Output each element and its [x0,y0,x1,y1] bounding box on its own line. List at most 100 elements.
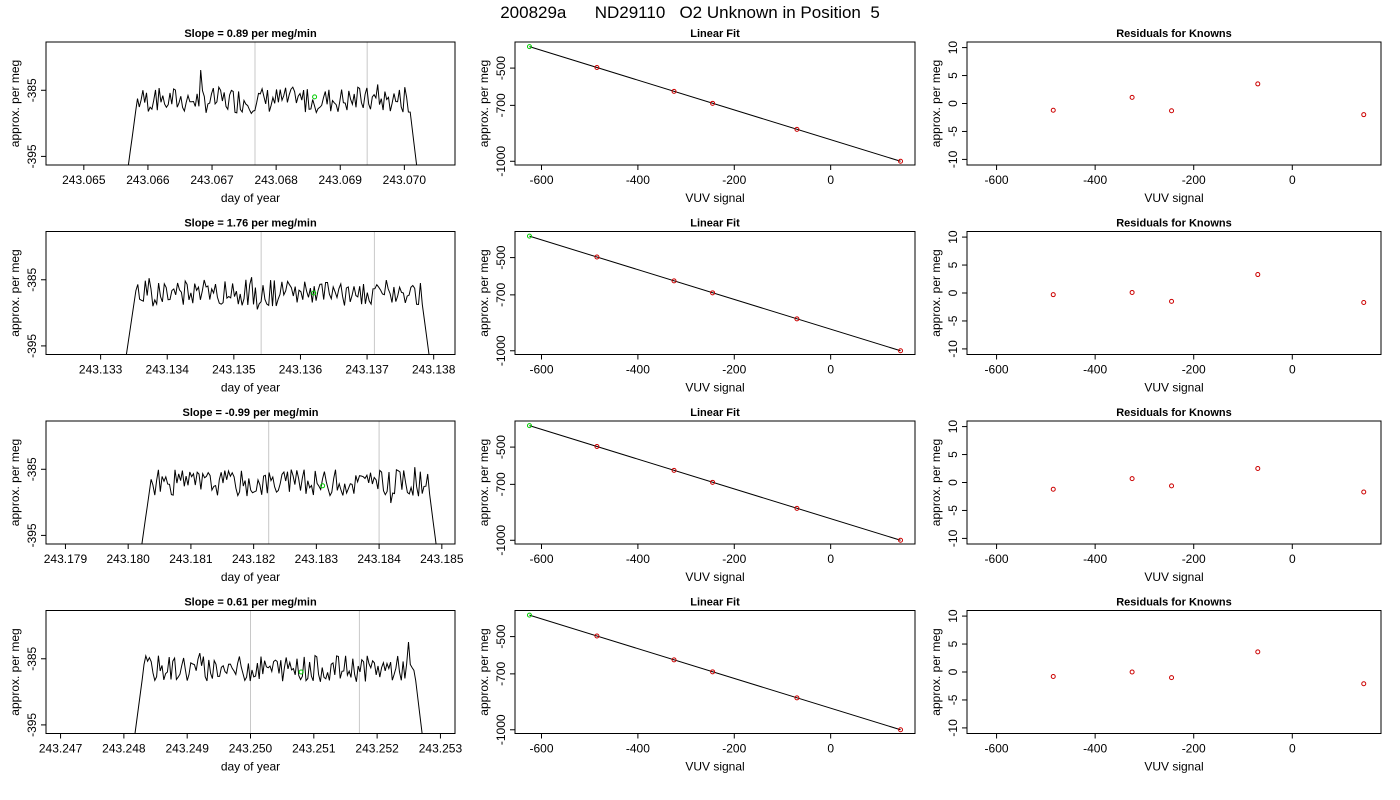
unknown-marker [312,94,318,100]
x-tick-label: 243.134 [146,363,190,377]
x-tick-label: -600 [529,173,553,187]
x-tick-label: 243.069 [319,173,363,187]
timeseries-panel-row-1: Slope = 1.76 per meg/min 243.133 243.134 24… [8,218,456,395]
y-tick-label: -1000 [494,335,508,366]
x-axis-label: day of year [221,191,280,205]
fit-panel-row-3: Linear Fit -600 -400 -200 0 -1000 -700 -500 VUV … [477,597,916,774]
x-tick-label: -400 [1083,552,1107,566]
x-tick-label: 243.135 [212,363,256,377]
panel-title: Residuals for Knowns [1116,218,1232,230]
y-tick-label: -10 [946,150,960,168]
plot-area [127,42,418,165]
panels-group: Slope = 0.89 per meg/min 243.065 243.066 24… [8,28,1382,774]
known-point [594,633,600,639]
x-tick-label: -600 [529,363,553,377]
x-tick-label: 243.133 [79,363,123,377]
residual-point [1050,107,1056,113]
plot-area [1050,272,1367,306]
x-tick-label: 243.137 [345,363,389,377]
y-tick-label: -700 [494,662,508,686]
plot-area [141,421,437,544]
x-tick-label: -200 [722,363,746,377]
y-tick-label: -395 [25,523,39,547]
residual-point [1255,649,1261,655]
known-point [794,695,800,701]
y-axis-label: approx. per meg [8,249,22,336]
y-tick-label: -500 [494,245,508,269]
known-point [898,158,904,164]
y-tick-label: 10 [946,420,960,434]
known-point [671,657,677,663]
y-tick-label: -700 [494,283,508,307]
known-point [710,100,716,106]
y-tick-label: -500 [494,435,508,459]
x-tick-label: -600 [985,363,1009,377]
x-tick-label: 243.251 [292,742,336,756]
known-point [794,505,800,511]
residual-point [1169,675,1175,681]
x-tick-label: 243.252 [355,742,399,756]
known-point [794,126,800,132]
x-axis-label: VUV signal [1144,191,1203,205]
x-axis-label: VUV signal [685,381,744,395]
y-axis-label: approx. per meg [929,439,943,526]
residual-point [1129,669,1135,675]
fit-panel-row-2: Linear Fit -600 -400 -200 0 -1000 -700 -500 VUV … [477,407,916,584]
plot-area [1050,81,1367,118]
x-tick-label: -200 [722,552,746,566]
y-axis-label: approx. per meg [929,60,943,147]
x-axis-label: VUV signal [685,191,744,205]
plot-frame [514,420,916,545]
known-point [671,88,677,94]
signal-trace [141,467,437,544]
known-point [594,65,600,71]
plot-area [526,233,904,354]
x-tick-label: -200 [1182,742,1206,756]
x-tick-label: 0 [1289,552,1296,566]
residual-point [1255,81,1261,87]
y-axis-label: approx. per meg [929,628,943,715]
x-tick-label: -400 [626,742,650,756]
timeseries-panel-row-3: Slope = 0.61 per meg/min 243.247 243.248 24… [8,597,462,774]
residual-point [1050,486,1056,492]
y-tick-label: -500 [494,624,508,648]
x-tick-label: 243.136 [279,363,323,377]
known-point [794,316,800,322]
plot-area [1050,649,1367,687]
fit-panel-row-1: Linear Fit -600 -400 -200 0 -1000 -700 -500 VUV … [477,218,916,395]
signal-trace [127,69,418,165]
y-tick-label: -10 [946,719,960,737]
x-tick-label: 0 [827,363,834,377]
plot-frame [45,231,456,355]
plot-frame [514,231,916,355]
residual-point [1361,300,1367,306]
x-tick-label: -400 [1083,173,1107,187]
x-tick-label: 0 [1289,173,1296,187]
fit-panel-row-0: Linear Fit -600 -400 -200 0 -1000 -700 -500 VUV … [477,28,916,205]
y-tick-label: -5 [946,694,960,705]
x-tick-label: 243.070 [383,173,427,187]
y-tick-label: -10 [946,529,960,547]
y-axis-label: approx. per meg [477,439,491,526]
signal-trace [125,277,430,355]
x-tick-label: 243.138 [412,363,456,377]
x-tick-label: -200 [722,173,746,187]
x-tick-label: 243.066 [126,173,170,187]
x-tick-label: 243.250 [229,742,273,756]
unknown-marker [320,483,326,489]
y-axis-label: approx. per meg [477,628,491,715]
known-point [671,278,677,284]
x-tick-label: 243.065 [62,173,106,187]
x-tick-label: 243.248 [102,742,146,756]
x-tick-label: 243.068 [254,173,298,187]
y-tick-label: 5 [946,640,960,647]
known-point [594,254,600,260]
unknown-point [526,612,532,618]
plot-area [526,612,904,733]
x-axis-label: day of year [221,381,280,395]
residual-point [1361,112,1367,118]
y-tick-label: 10 [946,41,960,55]
x-axis-label: VUV signal [685,570,744,584]
y-tick-label: -700 [494,93,508,117]
